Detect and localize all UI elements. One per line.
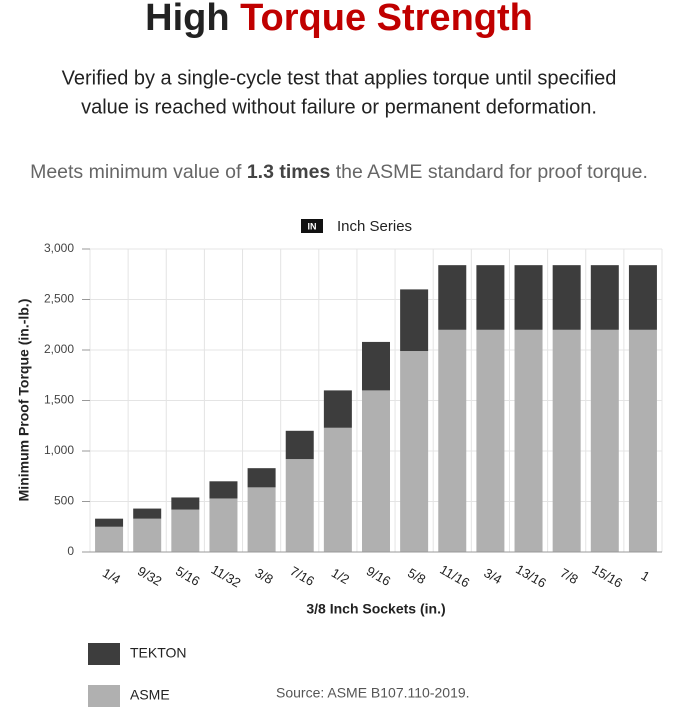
y-tick-label: 0 [67,544,74,558]
bar-segment [133,508,162,519]
bar-segment [171,509,200,552]
legend-swatch [88,643,120,665]
y-tick-label: 500 [54,494,74,508]
bar-segment [95,526,124,552]
bar-segment [209,481,238,499]
bar-segment [552,265,581,330]
bar-segment [285,459,314,552]
bar-segment [247,468,276,488]
bar-segment [171,497,200,510]
x-tick-label: 7/16 [288,563,317,589]
chart-title: Inch Series [337,218,412,235]
bar-segment [476,265,505,330]
bar-segment [514,265,543,330]
x-tick-label: 1/2 [329,565,352,587]
bar-segment [590,265,619,330]
legend-swatch [88,685,120,707]
title-prefix: High [145,0,229,39]
y-tick-label: 2,500 [44,292,74,306]
x-tick-label: 3/8 [253,565,276,587]
bar-segment [362,341,390,391]
subtitle-line: value is reached without failure or perm… [81,96,597,118]
legend-label: TEKTON [130,645,187,661]
y-tick-label: 1,500 [44,393,74,407]
note-after: the ASME standard for proof torque. [330,161,648,183]
x-tick-label: 11/32 [209,562,244,591]
badge [301,219,323,233]
x-tick-label: 3/4 [481,565,504,587]
subtitle-line: Verified by a single-cycle test that app… [62,67,617,89]
title-highlight: Torque Strength [240,0,533,39]
bar-segment [438,265,467,330]
source: Source: ASME B107.110-2019. [276,685,470,701]
bar-segment [628,265,657,330]
bar-segment [628,329,657,552]
bar-segment [209,498,238,552]
note: Meets minimum value of 1.3 times the ASM… [30,161,648,183]
bar-segment [552,329,581,552]
badge-text: IN [308,221,317,231]
bar-segment [400,289,429,352]
x-tick-label: 1 [639,568,653,585]
x-tick-label: 9/16 [364,563,393,589]
x-tick-label: 7/8 [558,565,581,587]
bar-segment [95,518,124,527]
x-tick-label: 5/16 [173,563,202,589]
bar-segment [514,329,543,552]
note-before: Meets minimum value of [30,161,247,183]
y-axis-label: Minimum Proof Torque (in.-lb.) [16,299,32,502]
bar-segment [438,329,467,552]
bar-segment [590,329,619,552]
title: High Torque Strength [145,0,533,39]
y-tick-label: 2,000 [44,342,74,356]
x-tick-label: 5/8 [405,565,428,587]
bar-segment [323,390,352,428]
x-tick-label: 13/16 [513,561,549,590]
bar-segment [323,427,352,552]
x-tick-label: 15/16 [589,561,625,590]
bar-segment [285,430,314,460]
bar-segment [476,329,505,552]
note-bold: 1.3 times [247,161,331,183]
bar-segment [247,487,276,552]
x-axis-label: 3/8 Inch Sockets (in.) [306,601,445,617]
x-tick-label: 9/32 [135,563,164,589]
x-tick-label: 1/4 [100,565,123,587]
bar-segment [133,518,162,552]
x-tick-label: 11/16 [437,562,472,591]
bar-segment [362,390,390,552]
bar-segment [400,351,429,552]
y-tick-label: 1,000 [44,443,74,457]
y-tick-label: 3,000 [44,241,74,255]
legend-label: ASME [130,687,170,703]
